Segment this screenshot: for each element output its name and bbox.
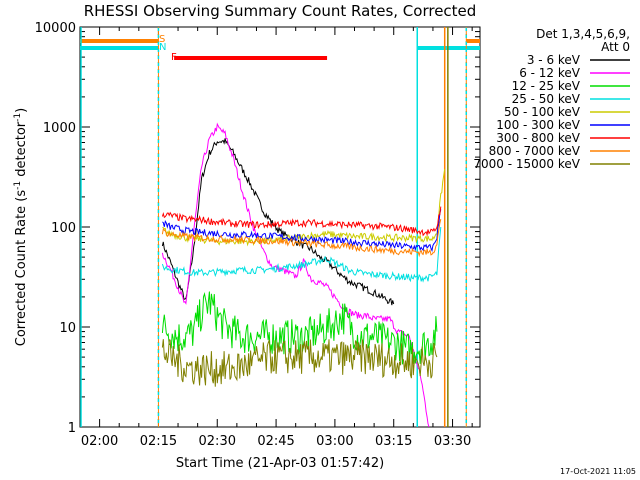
legend-label-1: 6 - 12 keV <box>519 66 581 80</box>
series-line-3 <box>161 226 442 283</box>
night-flag-bar-1 <box>80 46 159 50</box>
saa-flag-bar-2 <box>466 39 480 43</box>
x-axis: 02:00 02:15 02:30 02:45 03:00 03:15 03:30 <box>81 27 473 449</box>
y-tick-label-2: 100 <box>51 221 76 236</box>
plot-frame <box>79 26 481 428</box>
legend-label-0: 3 - 6 keV <box>527 53 581 67</box>
series-line-6 <box>161 206 442 237</box>
series-line-0 <box>161 138 395 306</box>
x-tick-label-1: 02:15 <box>140 434 177 449</box>
legend-label-3: 25 - 50 keV <box>512 92 581 106</box>
legend-label-6: 300 - 800 keV <box>496 131 580 145</box>
series-line-7 <box>161 218 442 258</box>
legend-label-4: 50 - 100 keV <box>504 105 581 119</box>
series-line-2 <box>161 291 438 366</box>
series-group <box>161 122 446 428</box>
flag-letter-1: N <box>159 42 166 53</box>
x-tick-label-6: 03:30 <box>434 434 471 449</box>
series-line-1 <box>161 122 430 428</box>
flag-letter-2: F <box>171 52 177 63</box>
footer-date: 17-Oct-2021 11:05 <box>560 467 636 476</box>
y-tick-label-3: 1000 <box>43 121 76 136</box>
y-axis-label: Corrected Count Rate (s-1 detector-1) <box>13 108 29 346</box>
x-tick-label-4: 03:00 <box>316 434 353 449</box>
legend-label-5: 100 - 300 keV <box>496 118 580 132</box>
flag-letter-0: S <box>159 34 165 45</box>
legend-label-8: 7000 - 15000 keV <box>473 157 580 171</box>
night-flag-bar-2 <box>417 46 480 50</box>
legend-label-2: 12 - 25 keV <box>512 79 581 93</box>
observing-flags: SNF <box>80 27 480 427</box>
series-line-8 <box>161 338 438 387</box>
legend-header-2: Att 0 <box>601 40 630 54</box>
y-tick-label-0: 1 <box>68 421 76 436</box>
flare-flag-bar <box>174 56 328 60</box>
legend-header-1: Det 1,3,4,5,6,9, <box>536 27 630 41</box>
series-line-5 <box>162 209 442 253</box>
y-tick-label-4: 10000 <box>35 21 76 36</box>
x-tick-label-5: 03:15 <box>375 434 412 449</box>
x-tick-label-3: 02:45 <box>257 434 294 449</box>
x-tick-label-2: 02:30 <box>199 434 236 449</box>
chart-title: RHESSI Observing Summary Count Rates, Co… <box>84 2 477 20</box>
y-axis: 1 10 100 1000 10000 <box>35 21 480 436</box>
legend-label-7: 800 - 7000 keV <box>489 144 581 158</box>
x-tick-label-0: 02:00 <box>81 434 118 449</box>
y-tick-label-1: 10 <box>59 321 76 336</box>
x-axis-label: Start Time (21-Apr-03 01:57:42) <box>176 456 384 471</box>
saa-flag-bar-1 <box>80 39 159 43</box>
